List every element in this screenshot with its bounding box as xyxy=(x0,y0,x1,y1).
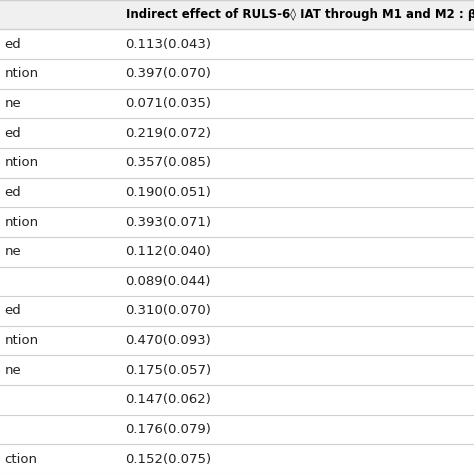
Text: 0.397(0.070): 0.397(0.070) xyxy=(126,67,211,81)
Text: 0.071(0.035): 0.071(0.035) xyxy=(126,97,211,110)
FancyBboxPatch shape xyxy=(0,0,474,29)
Text: ne: ne xyxy=(5,97,21,110)
Text: ction: ction xyxy=(5,453,38,465)
Text: ntion: ntion xyxy=(5,334,39,347)
Text: 0.112(0.040): 0.112(0.040) xyxy=(126,245,211,258)
FancyBboxPatch shape xyxy=(0,385,474,415)
FancyBboxPatch shape xyxy=(0,415,474,444)
FancyBboxPatch shape xyxy=(0,296,474,326)
FancyBboxPatch shape xyxy=(0,356,474,385)
Text: 0.190(0.051): 0.190(0.051) xyxy=(126,186,211,199)
FancyBboxPatch shape xyxy=(0,118,474,148)
Text: ntion: ntion xyxy=(5,156,39,169)
Text: 0.470(0.093): 0.470(0.093) xyxy=(126,334,211,347)
Text: 0.219(0.072): 0.219(0.072) xyxy=(126,127,211,140)
Text: ed: ed xyxy=(5,127,21,140)
Text: ed: ed xyxy=(5,38,21,51)
FancyBboxPatch shape xyxy=(0,266,474,296)
FancyBboxPatch shape xyxy=(0,29,474,59)
FancyBboxPatch shape xyxy=(0,148,474,178)
FancyBboxPatch shape xyxy=(0,207,474,237)
FancyBboxPatch shape xyxy=(0,89,474,118)
Text: 0.393(0.071): 0.393(0.071) xyxy=(126,216,211,228)
FancyBboxPatch shape xyxy=(0,178,474,207)
Text: 0.357(0.085): 0.357(0.085) xyxy=(126,156,211,169)
Text: 0.147(0.062): 0.147(0.062) xyxy=(126,393,211,406)
Text: 0.310(0.070): 0.310(0.070) xyxy=(126,304,211,318)
Text: ntion: ntion xyxy=(5,216,39,228)
FancyBboxPatch shape xyxy=(0,237,474,266)
Text: ed: ed xyxy=(5,304,21,318)
Text: 0.175(0.057): 0.175(0.057) xyxy=(126,364,212,377)
Text: 0.176(0.079): 0.176(0.079) xyxy=(126,423,211,436)
Text: ntion: ntion xyxy=(5,67,39,81)
Text: 0.113(0.043): 0.113(0.043) xyxy=(126,38,211,51)
FancyBboxPatch shape xyxy=(0,326,474,356)
Text: Indirect effect of RULS-6◊ IAT through M1 and M2 : β(SE: Indirect effect of RULS-6◊ IAT through M… xyxy=(126,8,474,21)
Text: 0.152(0.075): 0.152(0.075) xyxy=(126,453,212,465)
Text: ne: ne xyxy=(5,245,21,258)
Text: 0.089(0.044): 0.089(0.044) xyxy=(126,275,211,288)
Text: ed: ed xyxy=(5,186,21,199)
Text: ne: ne xyxy=(5,364,21,377)
FancyBboxPatch shape xyxy=(0,59,474,89)
FancyBboxPatch shape xyxy=(0,444,474,474)
